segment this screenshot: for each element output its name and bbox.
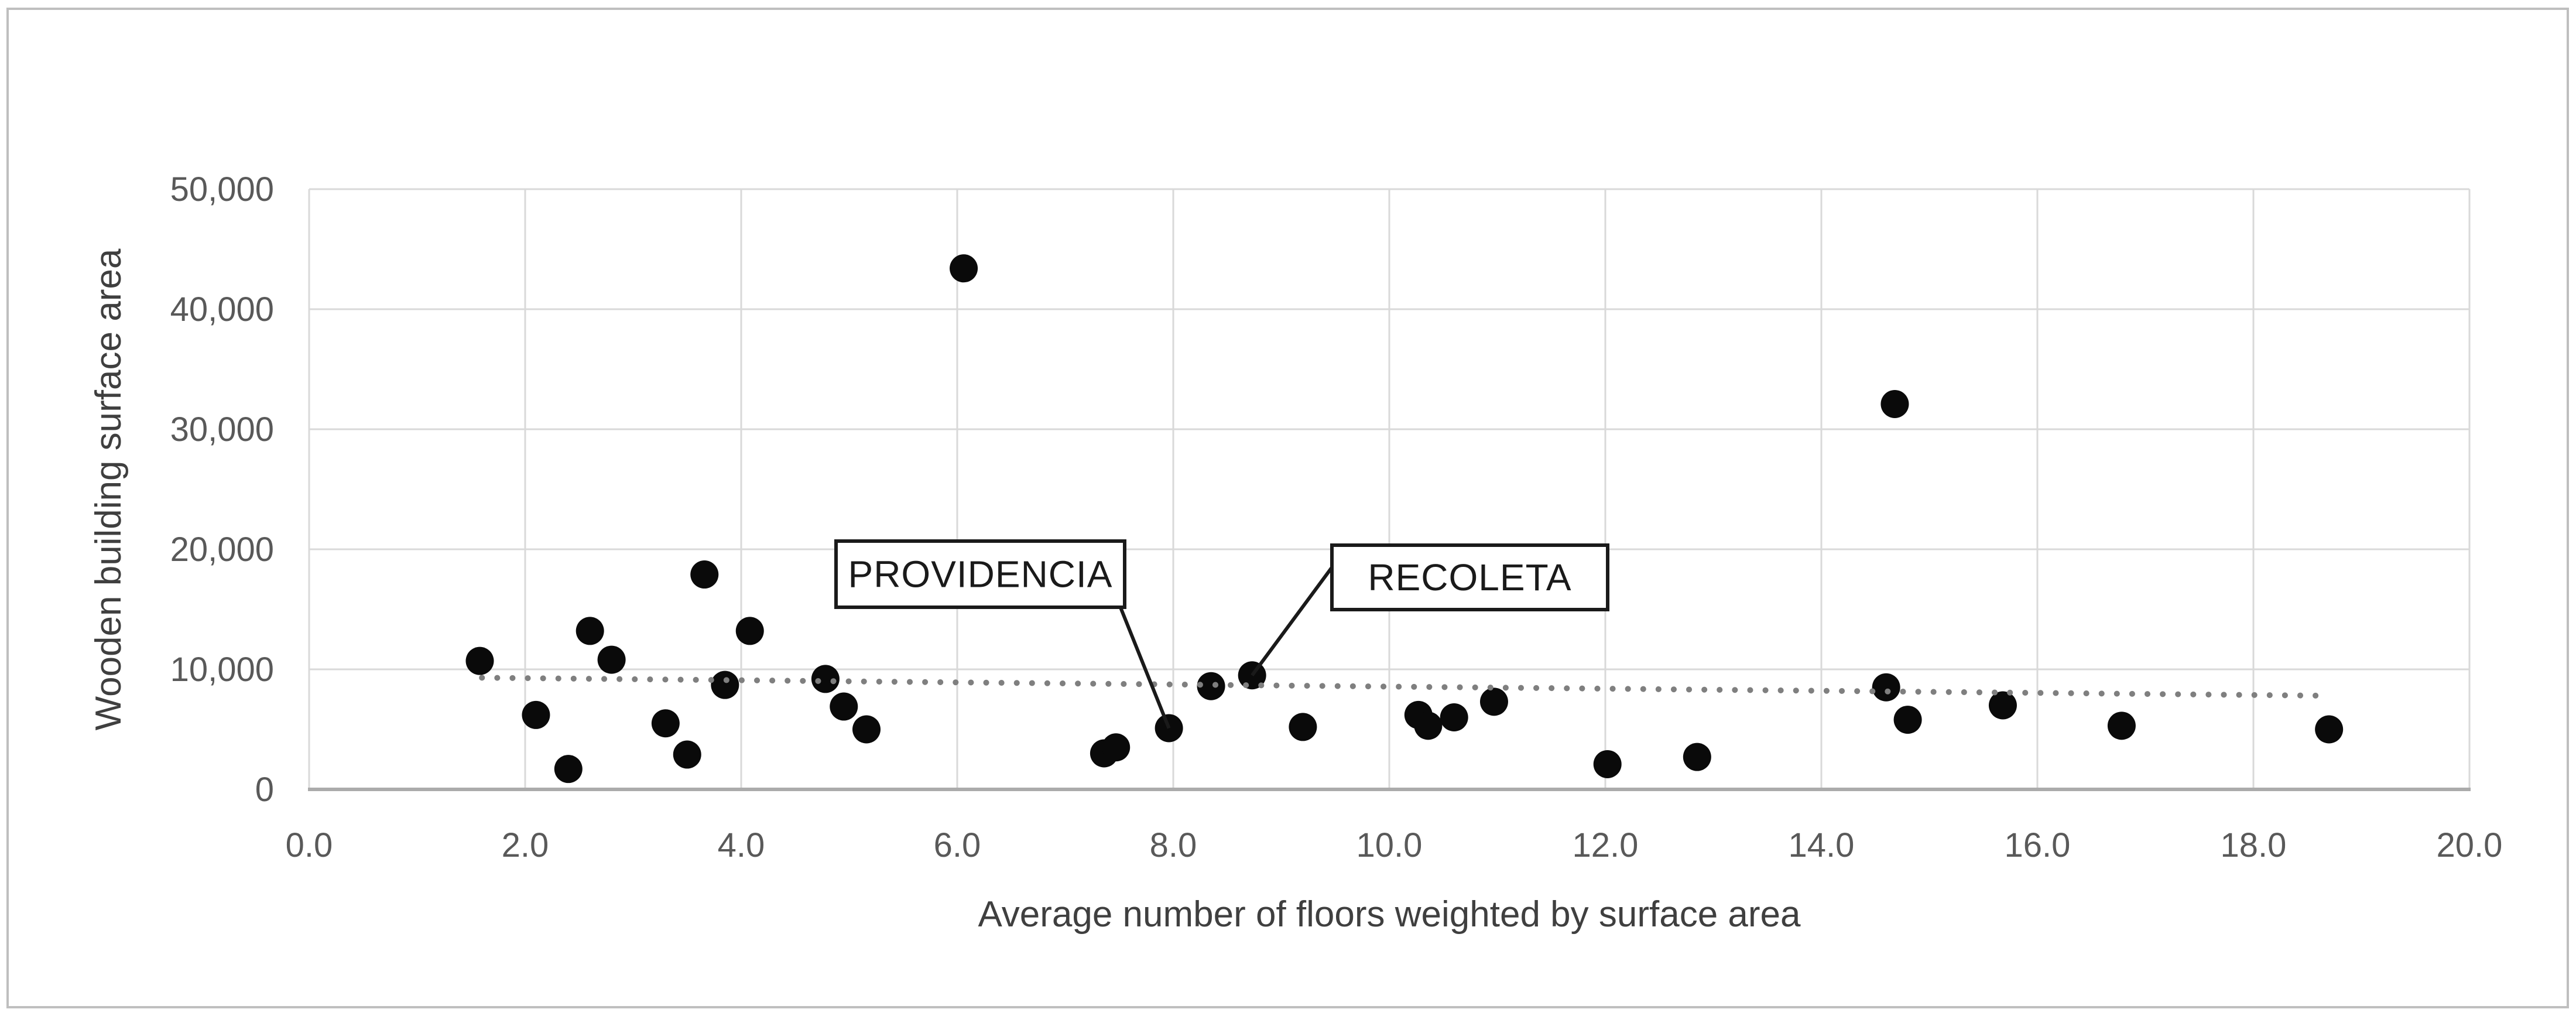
annotation-leader-line	[1118, 605, 1171, 729]
annotation-label: PROVIDENCIA	[848, 553, 1113, 596]
y-axis-title: Wooden building surface area	[88, 248, 129, 730]
data-point	[465, 646, 494, 675]
data-point	[811, 665, 840, 693]
y-tick-label: 0	[255, 771, 274, 809]
x-tick-label: 20.0	[2437, 826, 2503, 864]
data-point	[852, 715, 881, 744]
data-point	[1988, 691, 2017, 720]
dotted-trendline	[479, 675, 2332, 699]
data-point	[1414, 711, 1443, 740]
x-tick-label: 4.0	[718, 826, 765, 864]
data-point	[651, 709, 680, 738]
data-point	[1197, 672, 1225, 700]
x-tick-label: 16.0	[2005, 826, 2071, 864]
data-point	[1479, 687, 1508, 716]
data-point	[1440, 703, 1468, 731]
x-tick-label: 0.0	[286, 826, 333, 864]
y-tick-label: 30,000	[170, 410, 274, 449]
annotation-box	[1330, 543, 1609, 611]
y-tick-label: 50,000	[170, 170, 274, 208]
y-tick-label: 40,000	[170, 290, 274, 329]
data-point	[1289, 713, 1317, 741]
data-point	[1872, 673, 1900, 702]
x-tick-label: 10.0	[1356, 826, 1423, 864]
annotations: PROVIDENCIA RECOLETA	[834, 539, 1609, 729]
y-tick-label: 20,000	[170, 531, 274, 569]
data-point	[576, 617, 604, 645]
data-point	[950, 254, 978, 283]
x-tick-label: 18.0	[2221, 826, 2287, 864]
data-point	[522, 700, 550, 729]
data-point	[735, 617, 764, 645]
data-point	[554, 755, 583, 784]
data-point	[1893, 706, 1922, 734]
annotation-leader-line	[1251, 565, 1335, 677]
annotation-box	[834, 539, 1126, 609]
annotation-label: RECOLETA	[1368, 556, 1571, 598]
x-tick-label: 8.0	[1150, 826, 1197, 864]
x-tick-label: 14.0	[1789, 826, 1855, 864]
data-point	[2315, 715, 2344, 744]
data-point	[1102, 733, 1131, 762]
y-tick-label: 10,000	[170, 651, 274, 689]
x-tick-labels: 0.0 2.0 4.0 6.0 8.0 10.0 12.0 14.0 16.0 18.0 20.0	[286, 826, 2503, 864]
data-point	[673, 740, 701, 769]
trendline	[479, 675, 2332, 699]
data-point	[830, 692, 858, 721]
data-point	[1593, 750, 1622, 778]
data-point	[1683, 743, 1711, 771]
data-point	[690, 560, 719, 589]
x-tick-label: 2.0	[502, 826, 549, 864]
x-axis-title: Average number of floors weighted by sur…	[978, 894, 1801, 935]
data-point	[1880, 389, 1909, 418]
data-point	[711, 671, 739, 699]
y-tick-labels: 0 10,000 20,000 30,000 40,000 50,000	[170, 170, 274, 809]
data-point	[597, 645, 626, 674]
data-point	[2107, 711, 2136, 740]
x-tick-label: 12.0	[1573, 826, 1639, 864]
x-tick-label: 6.0	[934, 826, 981, 864]
data-points	[465, 254, 2344, 784]
gridlines	[308, 188, 2471, 789]
figure-border	[6, 8, 2569, 1008]
